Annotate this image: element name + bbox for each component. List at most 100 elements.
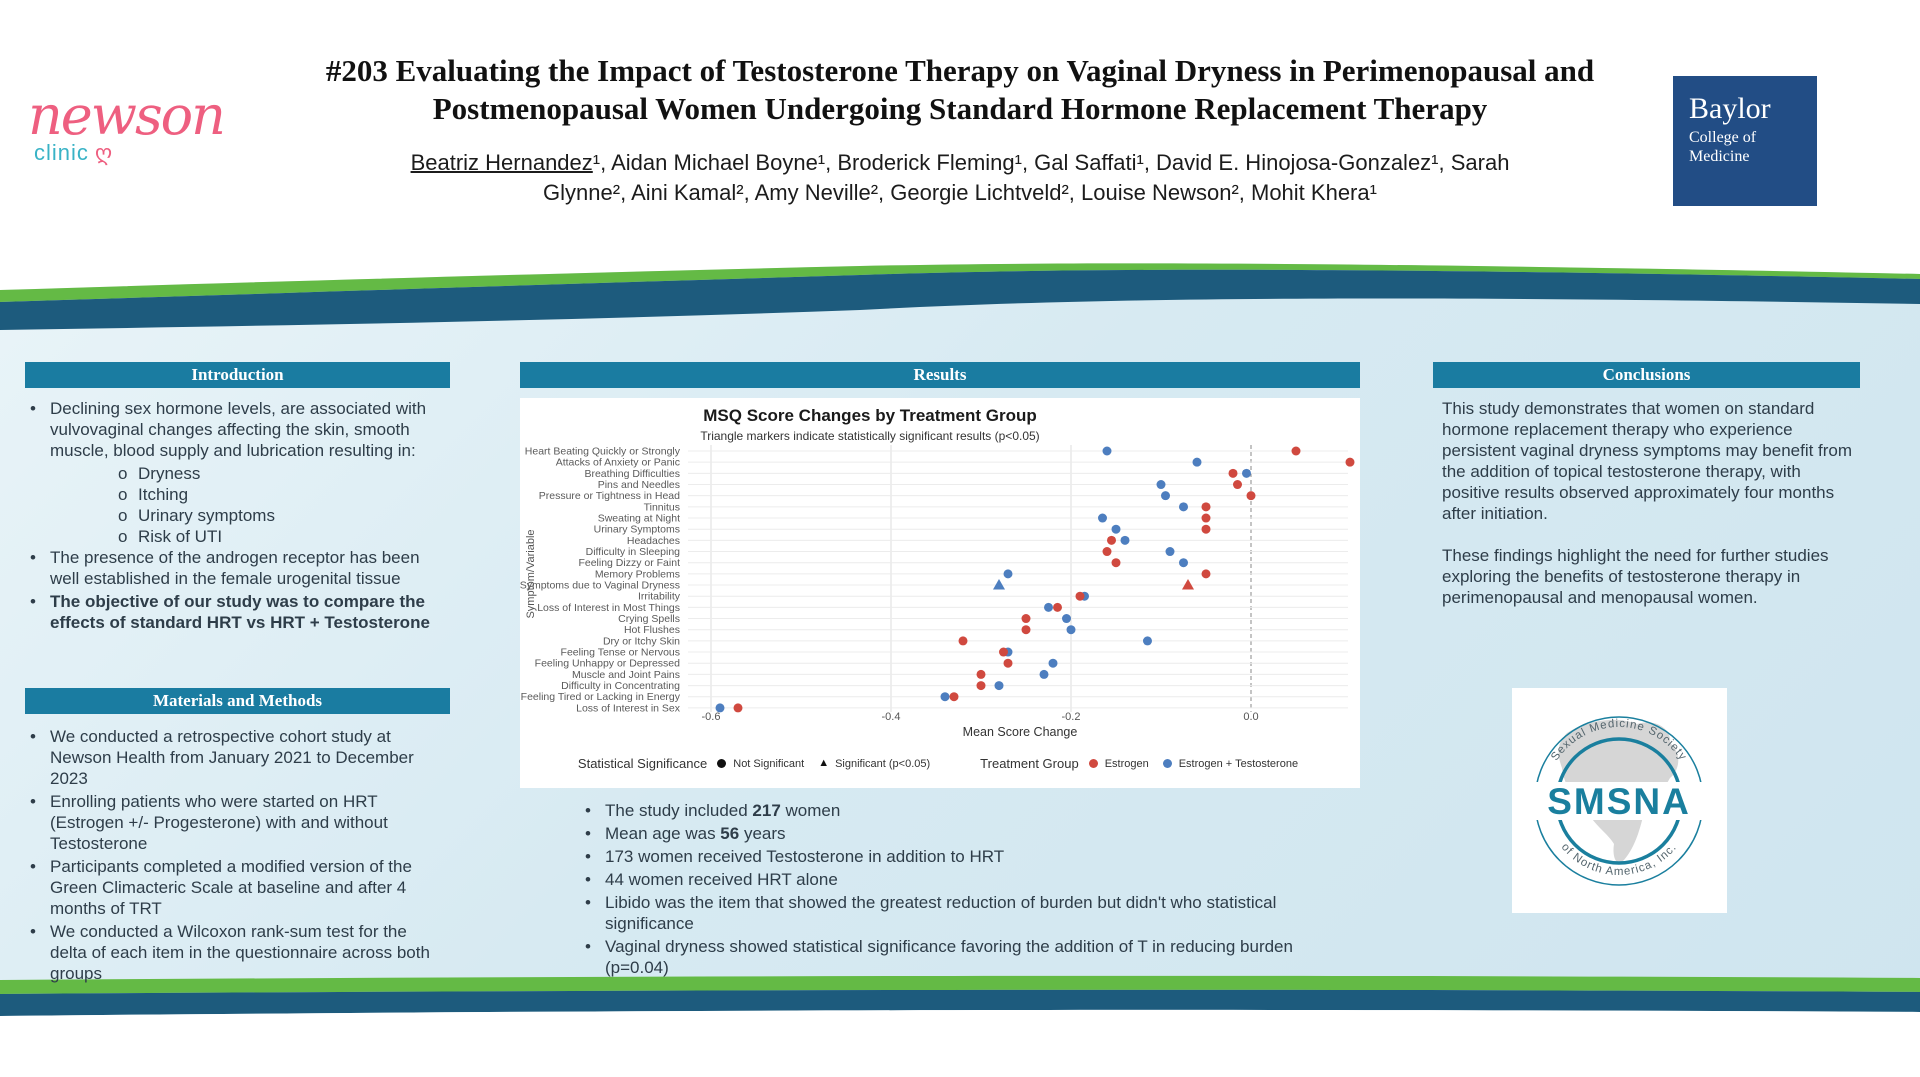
chart-point-estrogen xyxy=(1345,457,1355,467)
results-bullets: • The study included 217 women • Mean age w… xyxy=(585,800,1325,980)
bullet-marker: • xyxy=(585,801,591,820)
bullet-text-run: years xyxy=(739,824,786,843)
not-significant-dot-icon xyxy=(717,759,727,768)
bullet-text-run: Mean age was xyxy=(605,824,721,843)
bullet-text: Participants completed a modified versio… xyxy=(50,857,412,918)
sub-list-item: o Risk of UTI xyxy=(118,526,448,547)
list-item: • Mean age was 56 years xyxy=(585,823,1325,844)
chart-point-estrogen xyxy=(1233,480,1242,490)
newson-clinic-logo: newson clinic ღ xyxy=(28,88,226,166)
chart-point-estrogen-testosterone xyxy=(1242,468,1251,478)
chart-point-estrogen-testosterone xyxy=(1066,625,1076,635)
list-item: • We conducted a retrospective cohort stu… xyxy=(30,726,448,789)
chart-point-estrogen-testosterone xyxy=(1062,614,1071,624)
top-wave-decoration xyxy=(0,255,1920,330)
chart-x-axis-label: Mean Score Change xyxy=(962,725,1078,739)
chart-point-estrogen-testosterone xyxy=(1039,669,1049,679)
chart-row-label: Loss of Interest in Sex xyxy=(576,702,681,714)
list-item: • The presence of the androgen receptor h… xyxy=(30,547,448,589)
bullet-marker: • xyxy=(30,922,36,941)
bullet-text: We conducted a retrospective cohort stud… xyxy=(50,727,414,788)
poster-title: #203 Evaluating the Impact of Testostero… xyxy=(280,52,1640,128)
title-block: #203 Evaluating the Impact of Testostero… xyxy=(280,52,1640,208)
sub-bullet-text: Risk of UTI xyxy=(138,527,223,546)
bullet-text: Enrolling patients who were started on H… xyxy=(50,792,388,853)
chart-point-estrogen xyxy=(1021,625,1031,635)
smsna-logo-graphic: Sexual Medicine Society of North America… xyxy=(1534,716,1704,886)
chart-point-estrogen-significant-triangle xyxy=(1182,579,1194,590)
chart-plot-area: -0.6 -0.4 -0.2 0.0 Heart Beating Quickly or … xyxy=(520,445,1355,722)
conclusion-paragraph: These findings highlight the need for fu… xyxy=(1442,546,1829,607)
chart-point-estrogen xyxy=(1201,513,1211,523)
bullet-text-run: The study included xyxy=(605,801,753,820)
chart-row-label: Urinary Symptoms xyxy=(594,524,680,536)
list-item: • The study included 217 women xyxy=(585,800,1325,821)
bullet-marker: • xyxy=(30,399,36,418)
chart-point-estrogen-testosterone xyxy=(1165,547,1175,557)
estrogen-dot-icon xyxy=(1088,759,1098,768)
chart-point-estrogen-testosterone xyxy=(1192,457,1202,467)
x-tick-label: -0.2 xyxy=(1062,711,1081,722)
chart-legend: Statistical Significance Not Significant ▲… xyxy=(520,756,1360,771)
sub-list-item: o Urinary symptoms xyxy=(118,505,448,526)
legend-treatment-group-label: Treatment Group xyxy=(980,756,1079,771)
legend-significant: ▲ Significant (p<0.05) xyxy=(818,758,930,770)
legend-significance-label: Statistical Significance xyxy=(577,756,708,771)
legend-not-significant: Not Significant xyxy=(717,758,804,770)
estrogen-testosterone-dot-icon xyxy=(1162,759,1172,768)
bullet-text-run: Vaginal dryness showed statistical signi… xyxy=(605,937,1293,977)
msq-score-chart-panel: MSQ Score Changes by Treatment Group Tri… xyxy=(520,398,1360,788)
chart-point-estrogen xyxy=(976,669,986,679)
bullet-marker: • xyxy=(585,937,591,956)
bullet-text: We conducted a Wilcoxon rank-sum test fo… xyxy=(50,922,430,983)
legend-series-label: Estrogen xyxy=(1104,757,1149,770)
chart-point-estrogen xyxy=(733,703,743,713)
coauthors: ¹, Aidan Michael Boyne¹, Broderick Flemi… xyxy=(543,150,1510,205)
author-list: Beatriz Hernandez¹, Aidan Michael Boyne¹… xyxy=(370,148,1550,208)
list-item: • 173 women received Testosterone in addi… xyxy=(585,846,1325,867)
chart-row-label: Hot Flushes xyxy=(624,624,680,636)
chart-point-estrogen xyxy=(1201,502,1211,512)
bullet-text: Vaginal dryness showed statistical signi… xyxy=(605,936,1325,978)
bottom-wave-decoration xyxy=(0,975,1920,1020)
chart-point-estrogen-testosterone xyxy=(1143,636,1152,646)
legend-series-estrogen-testosterone: Estrogen + Testosterone xyxy=(1162,758,1298,770)
baylor-logo-line3: Medicine xyxy=(1689,148,1750,165)
sub-bullet-marker: o xyxy=(118,485,128,504)
chart-row-label: Symptoms due to Vaginal Dryness xyxy=(520,580,680,592)
chart-point-estrogen-testosterone xyxy=(1048,658,1058,668)
chart-point-estrogen xyxy=(1075,591,1085,601)
bullet-marker: • xyxy=(585,847,591,866)
introduction-section-header: Introduction xyxy=(25,362,450,388)
chart-row-label: Feeling Tired or Lacking in Energy xyxy=(521,691,681,703)
bullet-text-run: 44 women received HRT alone xyxy=(605,870,838,889)
chart-row-label: Feeling Dizzy or Faint xyxy=(578,557,680,569)
bullet-text: The objective of our study was to compar… xyxy=(50,592,430,632)
chart-subtitle: Triangle markers indicate statistically … xyxy=(700,429,1040,443)
chart-row-label: Difficulty in Concentrating xyxy=(561,680,680,692)
bullet-text-run: 173 women received Testosterone in addit… xyxy=(605,847,1005,866)
bullet-text: The study included 217 women xyxy=(605,800,1325,821)
chart-point-estrogen-testosterone xyxy=(1003,569,1013,579)
chart-row-label: Feeling Unhappy or Depressed xyxy=(535,658,680,670)
poster-title-line1: #203 Evaluating the Impact of Testostero… xyxy=(325,53,1595,88)
list-item: • Participants completed a modified versi… xyxy=(30,856,448,919)
chart-point-estrogen-testosterone xyxy=(1120,535,1130,545)
chart-row-label: Heart Beating Quickly or Strongly xyxy=(525,446,681,458)
heart-icon: ღ xyxy=(94,140,114,165)
bullet-marker: • xyxy=(30,727,36,746)
highlighted-number: 56 xyxy=(720,824,740,843)
bullet-text: The presence of the androgen receptor ha… xyxy=(50,548,420,588)
chart-row-label: Breathing Difficulties xyxy=(584,468,680,480)
conclusions-paragraphs: This study demonstrates that women on st… xyxy=(1442,398,1856,629)
chart-point-estrogen-testosterone xyxy=(1156,480,1166,490)
bullet-text: Mean age was 56 years xyxy=(605,823,1325,844)
sub-list-item: o Dryness xyxy=(118,463,448,484)
chart-point-estrogen xyxy=(1291,446,1301,456)
newson-clinic-label: clinic xyxy=(34,140,89,165)
list-item: • Vaginal dryness showed statistical sign… xyxy=(585,936,1325,978)
chart-row-label: Pressure or Tightness in Head xyxy=(539,490,680,502)
chart-point-estrogen xyxy=(976,681,986,691)
baylor-logo-line2: College of xyxy=(1689,129,1757,146)
chart-point-estrogen xyxy=(1201,524,1211,534)
